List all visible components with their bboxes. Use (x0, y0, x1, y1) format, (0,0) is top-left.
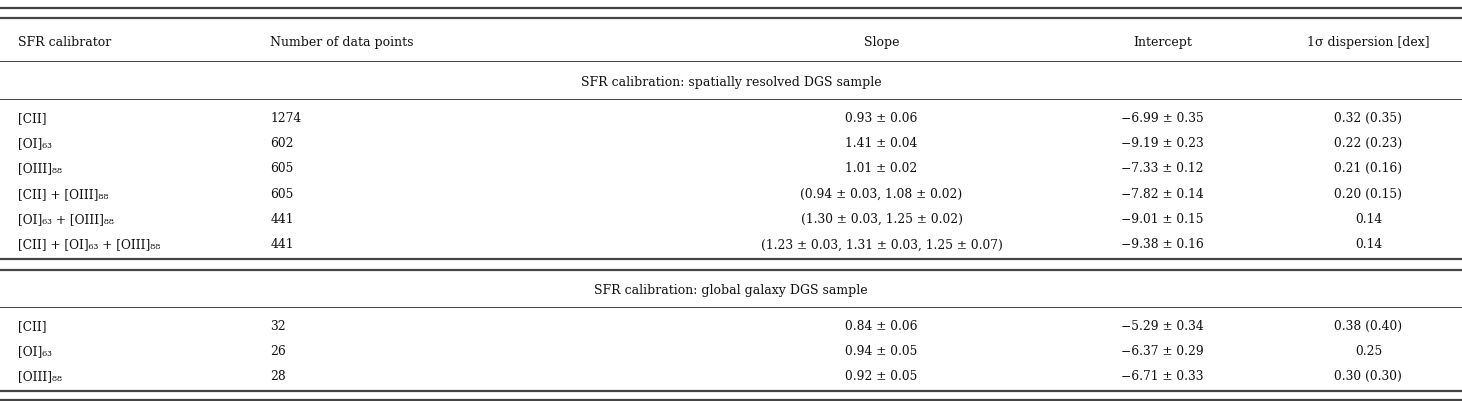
Text: 441: 441 (270, 238, 294, 251)
Text: 1274: 1274 (270, 111, 301, 124)
Text: Slope: Slope (864, 36, 899, 49)
Text: −9.01 ± 0.15: −9.01 ± 0.15 (1121, 213, 1203, 225)
Text: [CII]: [CII] (18, 319, 45, 332)
Text: 441: 441 (270, 213, 294, 225)
Text: 602: 602 (270, 137, 294, 150)
Text: [OI]₆₃: [OI]₆₃ (18, 137, 51, 150)
Text: SFR calibrator: SFR calibrator (18, 36, 111, 49)
Text: −6.99 ± 0.35: −6.99 ± 0.35 (1121, 111, 1203, 124)
Text: 605: 605 (270, 187, 294, 200)
Text: [CII]: [CII] (18, 111, 45, 124)
Text: −9.19 ± 0.23: −9.19 ± 0.23 (1121, 137, 1203, 150)
Text: SFR calibration: spatially resolved DGS sample: SFR calibration: spatially resolved DGS … (580, 75, 882, 88)
Text: [CII] + [OIII]₈₈: [CII] + [OIII]₈₈ (18, 187, 108, 200)
Text: 0.84 ± 0.06: 0.84 ± 0.06 (845, 319, 918, 332)
Text: (0.94 ± 0.03, 1.08 ± 0.02): (0.94 ± 0.03, 1.08 ± 0.02) (801, 187, 962, 200)
Text: −7.33 ± 0.12: −7.33 ± 0.12 (1121, 162, 1203, 175)
Text: 0.92 ± 0.05: 0.92 ± 0.05 (845, 369, 918, 382)
Text: 0.21 (0.16): 0.21 (0.16) (1335, 162, 1402, 175)
Text: 0.32 (0.35): 0.32 (0.35) (1335, 111, 1402, 124)
Text: [OIII]₈₈: [OIII]₈₈ (18, 162, 61, 175)
Text: 28: 28 (270, 369, 287, 382)
Text: [OIII]₈₈: [OIII]₈₈ (18, 369, 61, 382)
Text: SFR calibration: global galaxy DGS sample: SFR calibration: global galaxy DGS sampl… (594, 283, 868, 296)
Text: −6.71 ± 0.33: −6.71 ± 0.33 (1121, 369, 1203, 382)
Text: 0.20 (0.15): 0.20 (0.15) (1335, 187, 1402, 200)
Text: 0.14: 0.14 (1355, 213, 1382, 225)
Text: (1.23 ± 0.03, 1.31 ± 0.03, 1.25 ± 0.07): (1.23 ± 0.03, 1.31 ± 0.03, 1.25 ± 0.07) (760, 238, 1003, 251)
Text: [CII] + [OI]₆₃ + [OIII]₈₈: [CII] + [OI]₆₃ + [OIII]₈₈ (18, 238, 159, 251)
Text: (1.30 ± 0.03, 1.25 ± 0.02): (1.30 ± 0.03, 1.25 ± 0.02) (801, 213, 962, 225)
Text: 605: 605 (270, 162, 294, 175)
Text: −6.37 ± 0.29: −6.37 ± 0.29 (1121, 344, 1203, 357)
Text: 1.01 ± 0.02: 1.01 ± 0.02 (845, 162, 918, 175)
Text: Number of data points: Number of data points (270, 36, 414, 49)
Text: Intercept: Intercept (1133, 36, 1192, 49)
Text: 0.25: 0.25 (1355, 344, 1382, 357)
Text: 0.14: 0.14 (1355, 238, 1382, 251)
Text: 0.30 (0.30): 0.30 (0.30) (1335, 369, 1402, 382)
Text: 0.93 ± 0.06: 0.93 ± 0.06 (845, 111, 918, 124)
Text: [OI]₆₃ + [OIII]₈₈: [OI]₆₃ + [OIII]₈₈ (18, 213, 114, 225)
Text: 26: 26 (270, 344, 287, 357)
Text: −7.82 ± 0.14: −7.82 ± 0.14 (1121, 187, 1203, 200)
Text: −9.38 ± 0.16: −9.38 ± 0.16 (1121, 238, 1203, 251)
Text: [OI]₆₃: [OI]₆₃ (18, 344, 51, 357)
Text: 0.38 (0.40): 0.38 (0.40) (1335, 319, 1402, 332)
Text: 32: 32 (270, 319, 287, 332)
Text: 0.94 ± 0.05: 0.94 ± 0.05 (845, 344, 918, 357)
Text: 1σ dispersion [dex]: 1σ dispersion [dex] (1307, 36, 1430, 49)
Text: −5.29 ± 0.34: −5.29 ± 0.34 (1121, 319, 1203, 332)
Text: 0.22 (0.23): 0.22 (0.23) (1335, 137, 1402, 150)
Text: 1.41 ± 0.04: 1.41 ± 0.04 (845, 137, 918, 150)
